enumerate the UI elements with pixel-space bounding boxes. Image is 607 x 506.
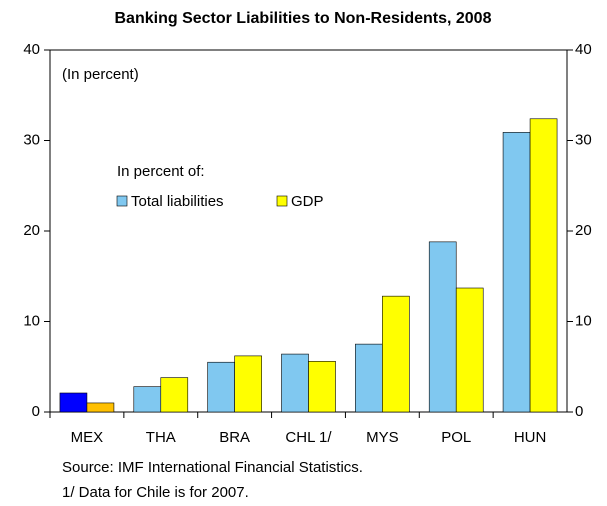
chart-title: Banking Sector Liabilities to Non-Reside… bbox=[115, 10, 492, 27]
legend-swatch bbox=[116, 195, 128, 207]
x-tick-label: BRA bbox=[219, 429, 250, 446]
legend-title: In percent of: bbox=[117, 163, 205, 180]
x-tick-label: POL bbox=[441, 429, 471, 446]
annotation: (In percent) bbox=[62, 66, 139, 83]
bar bbox=[455, 287, 484, 413]
bar bbox=[281, 353, 309, 413]
legend-label: GDP bbox=[291, 193, 324, 210]
x-tick-label: HUN bbox=[514, 429, 547, 446]
x-tick-label: CHL 1/ bbox=[285, 429, 332, 446]
bar bbox=[355, 343, 383, 413]
y-tick-label: 30 bbox=[23, 131, 40, 148]
bar bbox=[529, 118, 558, 413]
bar bbox=[160, 377, 189, 413]
bar bbox=[59, 392, 88, 413]
bar bbox=[86, 402, 115, 413]
bar bbox=[308, 361, 336, 413]
legend-label: Total liabilities bbox=[131, 193, 224, 210]
y-tick-label: 0 bbox=[32, 403, 40, 420]
note: Source: IMF International Financial Stat… bbox=[62, 459, 363, 476]
legend-swatch bbox=[276, 195, 288, 207]
y2-tick-label: 30 bbox=[575, 131, 592, 148]
y-tick-label: 20 bbox=[23, 222, 40, 239]
x-tick-label: MYS bbox=[366, 429, 399, 446]
x-tick-label: THA bbox=[146, 429, 176, 446]
y2-tick-label: 0 bbox=[575, 403, 583, 420]
bar bbox=[234, 355, 262, 413]
bar bbox=[502, 132, 531, 413]
bar bbox=[428, 241, 457, 413]
bar bbox=[133, 386, 162, 413]
y-tick-label: 40 bbox=[23, 41, 40, 58]
y2-tick-label: 40 bbox=[575, 41, 592, 58]
x-tick-label: MEX bbox=[71, 429, 104, 446]
y2-tick-label: 20 bbox=[575, 222, 592, 239]
bar bbox=[207, 361, 235, 413]
y2-tick-label: 10 bbox=[575, 312, 592, 329]
y-tick-label: 10 bbox=[23, 312, 40, 329]
bar bbox=[382, 295, 410, 413]
note: 1/ Data for Chile is for 2007. bbox=[62, 484, 249, 501]
